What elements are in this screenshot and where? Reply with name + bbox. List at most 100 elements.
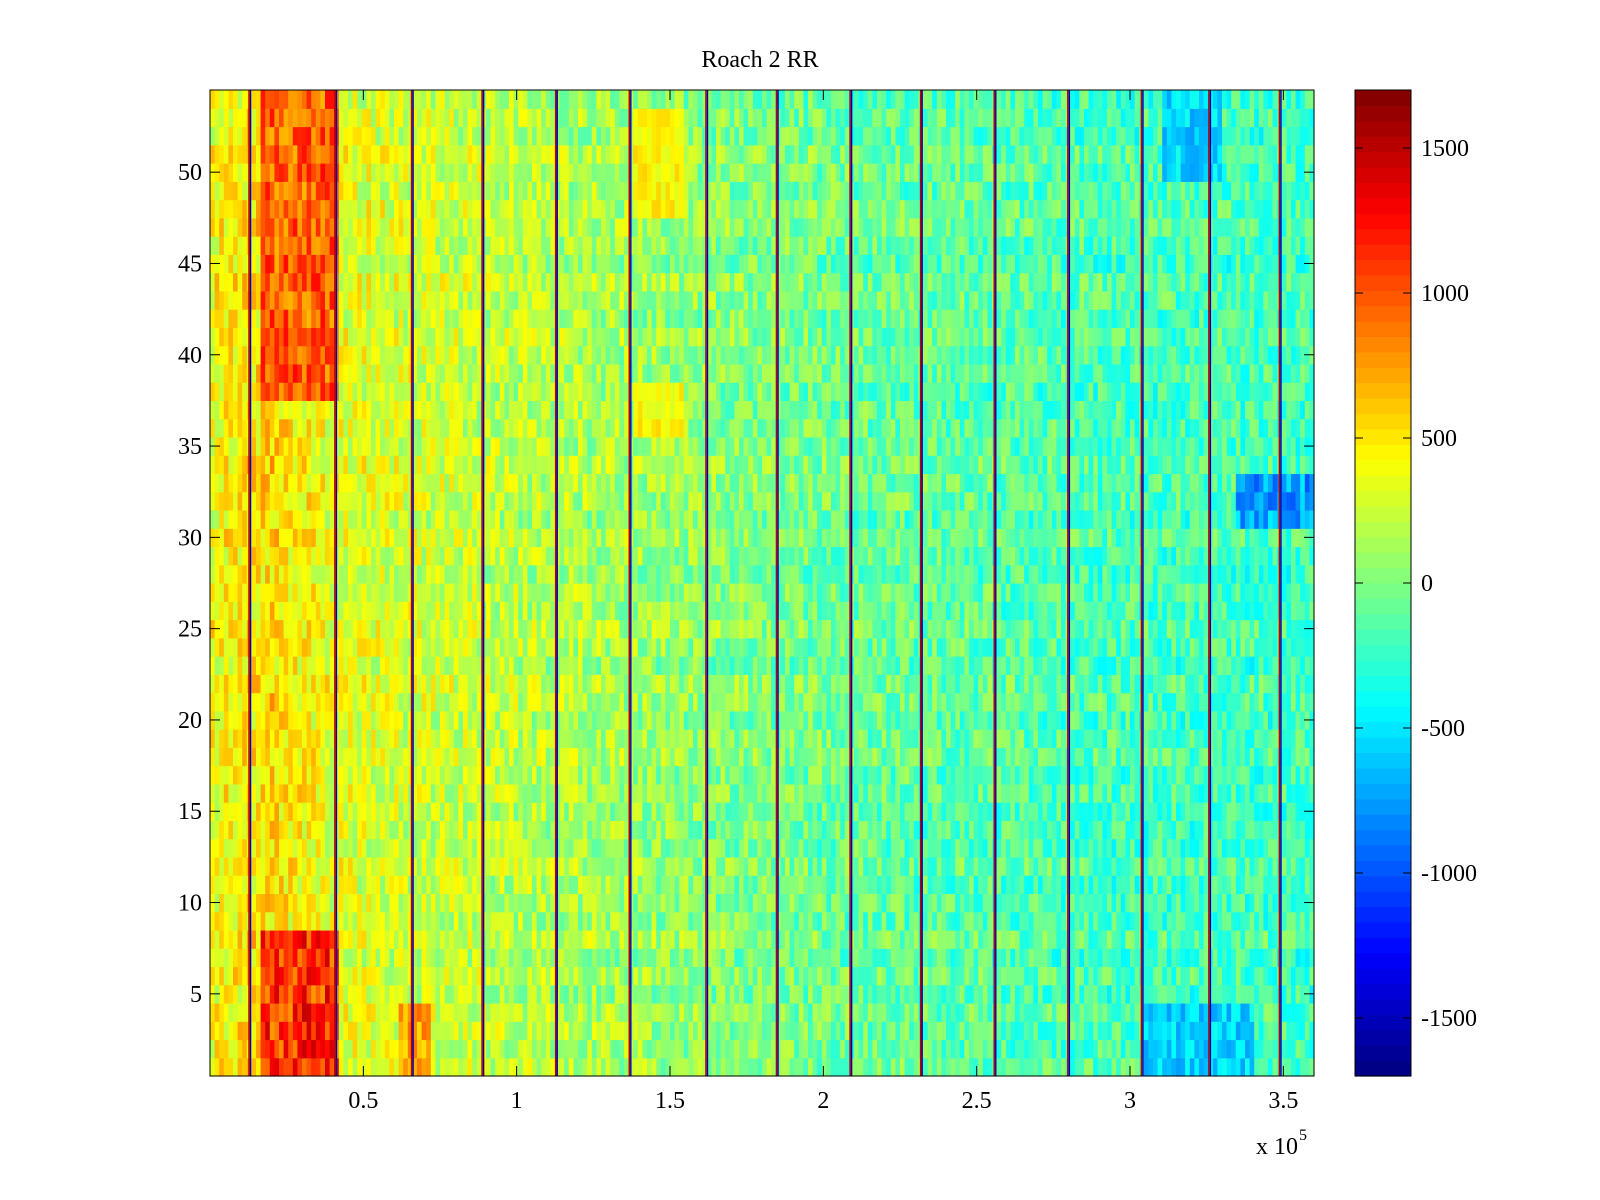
heatmap-cell bbox=[568, 765, 574, 785]
heatmap-cell bbox=[734, 765, 740, 785]
heatmap-cell bbox=[591, 875, 597, 895]
heatmap-cell bbox=[223, 765, 229, 785]
heatmap-cell bbox=[269, 765, 275, 785]
heatmap-cell bbox=[219, 765, 225, 785]
heatmap-cell bbox=[297, 893, 303, 913]
heatmap-cell bbox=[1194, 820, 1200, 840]
heatmap-cell bbox=[633, 1021, 639, 1041]
heatmap-cell bbox=[647, 765, 653, 785]
heatmap-cell bbox=[716, 911, 722, 931]
heatmap-cell bbox=[840, 783, 846, 803]
heatmap-cell bbox=[527, 966, 533, 986]
heatmap-cell bbox=[467, 710, 473, 730]
heatmap-cell bbox=[803, 1039, 809, 1059]
heatmap-cell bbox=[1258, 875, 1264, 895]
heatmap-cell bbox=[1194, 783, 1200, 803]
heatmap-cell bbox=[752, 783, 758, 803]
heatmap-cell bbox=[821, 747, 827, 767]
heatmap-cell bbox=[578, 966, 584, 986]
heatmap-cell bbox=[780, 747, 786, 767]
heatmap-cell bbox=[541, 1002, 547, 1022]
heatmap-cell bbox=[716, 856, 722, 876]
heatmap-cell bbox=[1070, 966, 1076, 986]
heatmap-cell bbox=[1120, 1039, 1126, 1059]
heatmap-cell bbox=[1153, 783, 1159, 803]
heatmap-cell bbox=[1047, 747, 1053, 767]
heatmap-cell bbox=[486, 948, 492, 968]
heatmap-cell bbox=[803, 856, 809, 876]
heatmap-cell bbox=[808, 747, 814, 767]
heatmap-cell bbox=[302, 1021, 308, 1041]
heatmap-cell bbox=[1286, 911, 1292, 931]
heatmap-cell bbox=[605, 1057, 611, 1077]
heatmap-cell bbox=[214, 966, 220, 986]
heatmap-cell bbox=[564, 729, 570, 748]
heatmap-cell bbox=[398, 1039, 404, 1059]
heatmap-cell bbox=[605, 929, 611, 949]
heatmap-cell bbox=[476, 875, 482, 895]
heatmap-cell bbox=[637, 820, 643, 840]
heatmap-cell bbox=[486, 856, 492, 876]
heatmap-cell bbox=[637, 747, 643, 767]
heatmap-cell bbox=[545, 783, 551, 803]
heatmap-cell bbox=[798, 1057, 804, 1077]
heatmap-cell bbox=[380, 802, 386, 821]
heatmap-cell bbox=[693, 948, 699, 968]
heatmap-cell bbox=[1056, 820, 1062, 840]
heatmap-cell bbox=[550, 1021, 556, 1041]
heatmap-cell bbox=[762, 929, 768, 949]
heatmap-cell bbox=[762, 802, 768, 821]
heatmap-cell bbox=[706, 729, 712, 748]
heatmap-cell bbox=[311, 838, 317, 858]
heatmap-cell bbox=[946, 1039, 952, 1059]
heatmap-cell bbox=[435, 820, 441, 840]
heatmap-cell bbox=[1125, 984, 1131, 1004]
heatmap-cell bbox=[265, 948, 271, 968]
heatmap-cell bbox=[1019, 1002, 1025, 1022]
heatmap-cell bbox=[1001, 783, 1007, 803]
heatmap-cell bbox=[601, 783, 607, 803]
heatmap-cell bbox=[904, 747, 910, 767]
heatmap-cell bbox=[1010, 820, 1016, 840]
heatmap-cell bbox=[1309, 747, 1315, 767]
heatmap-cell bbox=[256, 893, 262, 913]
heatmap-cell bbox=[1056, 710, 1062, 730]
heatmap-cell bbox=[1074, 911, 1080, 931]
heatmap-cell bbox=[858, 911, 864, 931]
heatmap-cell bbox=[1291, 984, 1297, 1004]
heatmap-cell bbox=[228, 856, 234, 876]
heatmap-cell bbox=[946, 802, 952, 821]
heatmap-cell bbox=[1056, 984, 1062, 1004]
heatmap-cell bbox=[1226, 838, 1232, 858]
heatmap-cell bbox=[426, 783, 432, 803]
heatmap-cell bbox=[1015, 1021, 1021, 1041]
heatmap-cell bbox=[890, 966, 896, 986]
heatmap-cell bbox=[421, 893, 427, 913]
heatmap-cell bbox=[1217, 856, 1223, 876]
heatmap-cell bbox=[932, 966, 938, 986]
heatmap-cell bbox=[1084, 1057, 1090, 1077]
heatmap-cell bbox=[987, 729, 993, 748]
heatmap-cell bbox=[311, 765, 317, 785]
heatmap-cell bbox=[665, 747, 671, 767]
heatmap-cell bbox=[867, 802, 873, 821]
heatmap-cell bbox=[453, 911, 459, 931]
heatmap-cell bbox=[1088, 856, 1094, 876]
heatmap-cell bbox=[642, 875, 648, 895]
heatmap-cell bbox=[1111, 893, 1117, 913]
heatmap-cell bbox=[1291, 1002, 1297, 1022]
heatmap-cell bbox=[1051, 747, 1057, 767]
heatmap-cell bbox=[610, 729, 616, 748]
heatmap-cell bbox=[642, 984, 648, 1004]
heatmap-cell bbox=[877, 838, 883, 858]
heatmap-cell bbox=[877, 911, 883, 931]
heatmap-cell bbox=[582, 820, 588, 840]
heatmap-cell bbox=[996, 1021, 1002, 1041]
heatmap-cell bbox=[601, 893, 607, 913]
heatmap-cell bbox=[536, 820, 542, 840]
heatmap-cell bbox=[978, 966, 984, 986]
heatmap-cell bbox=[780, 1002, 786, 1022]
heatmap-cell bbox=[1051, 765, 1057, 785]
heatmap-cell bbox=[403, 948, 409, 968]
heatmap-cell bbox=[601, 966, 607, 986]
